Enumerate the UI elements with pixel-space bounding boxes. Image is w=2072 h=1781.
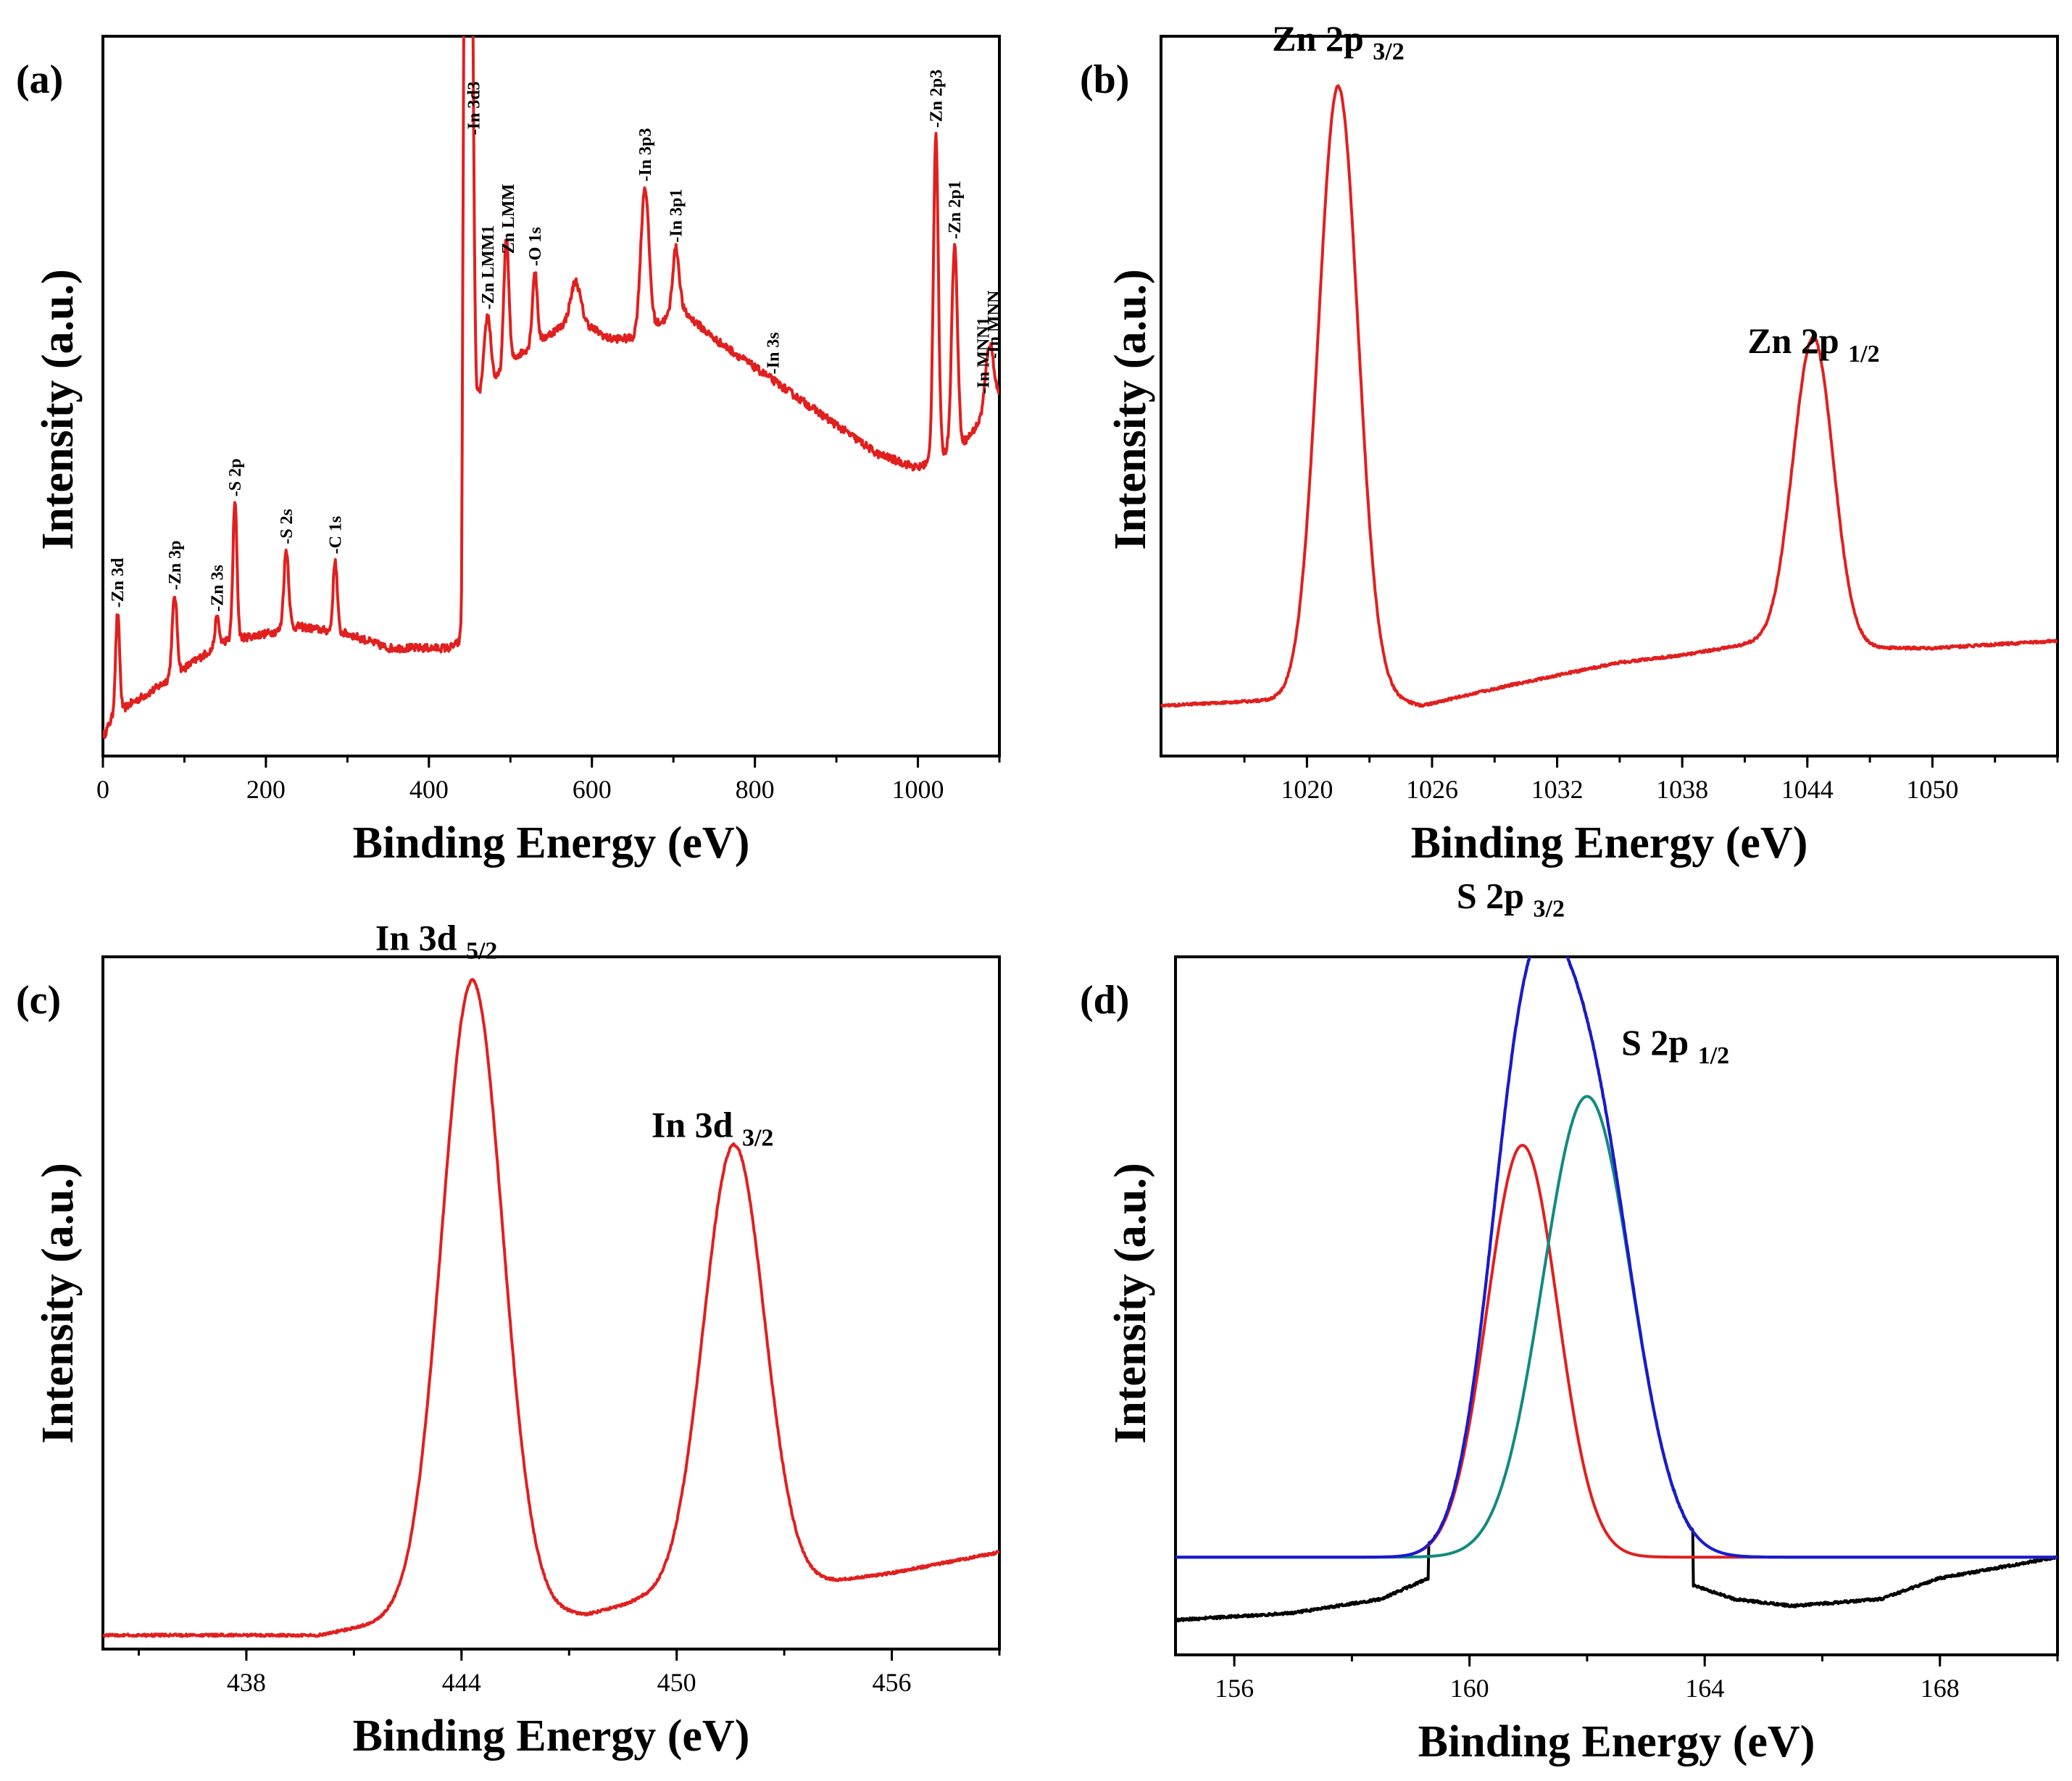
peak-annotation: -O 1s bbox=[526, 227, 545, 266]
peak-label-main: Zn 2p bbox=[1747, 320, 1848, 361]
peak-label-main: In 3d bbox=[375, 917, 466, 958]
peak-annotation: -Zn 3p bbox=[166, 540, 185, 590]
peak-annotation: -S 2s bbox=[278, 509, 296, 544]
peak-label-sub: 3/2 bbox=[1534, 896, 1565, 923]
x-tick-label: 1026 bbox=[1406, 775, 1458, 804]
plot-area bbox=[103, 36, 999, 739]
peak-label-sub: 3/2 bbox=[742, 1124, 773, 1151]
plot-frame bbox=[1174, 955, 2059, 1656]
peak-label: S 2p 3/2 bbox=[1457, 876, 1565, 923]
peak-annotation: -In 3s bbox=[764, 332, 783, 374]
x-tick-label: 1020 bbox=[1281, 775, 1333, 804]
series-line bbox=[103, 36, 999, 739]
x-tick-label: 200 bbox=[246, 775, 286, 804]
chart-panel-d: 156 160 164 168 (d) Binding Energy (eV) Intens… bbox=[1080, 876, 2059, 1767]
series-fit-s2p12 bbox=[1176, 1095, 2058, 1559]
peak-annotation: -In 3p1 bbox=[667, 189, 686, 243]
x-axis-label: Binding Energy (eV) bbox=[353, 1711, 750, 1761]
x-tick-label: 1038 bbox=[1656, 775, 1708, 804]
peak-annotation: -Zn 2p3 bbox=[927, 70, 946, 128]
peak-annotation: -In 3d3 bbox=[465, 81, 484, 135]
x-tick-label: 600 bbox=[573, 775, 612, 804]
peak-label: Zn 2p 3/2 bbox=[1272, 18, 1404, 65]
peak-annotation: -Zn 3d bbox=[109, 557, 128, 607]
x-tick-label: 456 bbox=[873, 1668, 912, 1697]
x-tick-label: 1050 bbox=[1906, 775, 1958, 804]
peak-label-sub: 1/2 bbox=[1698, 1042, 1729, 1069]
y-axis-label: Intensity (a.u.) bbox=[1106, 1163, 1155, 1444]
x-tick-label: 0 bbox=[96, 775, 109, 804]
x-axis-label: Binding Energy (eV) bbox=[353, 818, 750, 868]
x-axis-label: Binding Energy (eV) bbox=[1418, 1717, 1815, 1767]
peak-label-sub: 1/2 bbox=[1848, 341, 1879, 368]
x-tick-label: 1000 bbox=[892, 775, 944, 804]
x-tick-label: 1044 bbox=[1781, 775, 1834, 804]
chart-panel-a: 0 200 400 600 800 1000 (a) Binding Energy (eV) I… bbox=[16, 35, 1004, 868]
x-tick-label: 160 bbox=[1450, 1674, 1489, 1703]
series-fit-s2p32 bbox=[1176, 1144, 2058, 1559]
plot-frame bbox=[101, 955, 1001, 1651]
peak-annotation: Zn LMM bbox=[499, 184, 518, 254]
x-tick-label: 450 bbox=[657, 1668, 696, 1697]
panel-tag: (b) bbox=[1080, 57, 1129, 102]
plot-area bbox=[1176, 957, 2058, 1623]
peak-label: Zn 2p 1/2 bbox=[1747, 320, 1879, 368]
peak-label-main: Zn 2p bbox=[1272, 18, 1373, 59]
peak-annotation: -Zn LMM1 bbox=[479, 225, 498, 310]
chart-panel-b: 1020 1026 1032 1038 1044 1050 (b) Binding Energ… bbox=[1080, 18, 2059, 868]
x-tick-label: 400 bbox=[409, 775, 449, 804]
x-tick-label: 164 bbox=[1685, 1674, 1724, 1703]
series-envelope bbox=[1176, 957, 2058, 1559]
peak-label: In 3d 5/2 bbox=[375, 917, 498, 964]
plot-frame bbox=[101, 35, 1001, 757]
peak-label-sub: 3/2 bbox=[1373, 38, 1404, 65]
peak-annotation: -S 2p bbox=[226, 458, 245, 497]
peak-label-main: In 3d bbox=[652, 1104, 742, 1145]
chart-panel-c: 438 444 450 456 (c) Binding Energy (eV) Intens… bbox=[16, 917, 1001, 1761]
panel-tag: (d) bbox=[1080, 978, 1129, 1023]
peak-label-main: S 2p bbox=[1621, 1022, 1698, 1063]
peak-annotation: -In MNN bbox=[985, 290, 1004, 359]
y-axis-label: Intensity (a.u.) bbox=[1106, 269, 1155, 550]
x-tick-label: 444 bbox=[442, 1668, 481, 1697]
x-tick-label: 1032 bbox=[1531, 775, 1584, 804]
peak-annotation: -Zn 2p1 bbox=[946, 180, 965, 239]
peak-label-main: S 2p bbox=[1457, 876, 1534, 916]
peak-annotation: -In 3p3 bbox=[636, 128, 655, 181]
peak-label: S 2p 1/2 bbox=[1621, 1022, 1729, 1069]
peak-label: In 3d 3/2 bbox=[652, 1104, 774, 1151]
peak-annotation: -Zn 3s bbox=[208, 565, 227, 612]
x-tick-label: 156 bbox=[1215, 1674, 1254, 1703]
x-tick-label: 438 bbox=[227, 1668, 266, 1697]
x-tick-label: 800 bbox=[736, 775, 775, 804]
x-axis-label: Binding Energy (eV) bbox=[1411, 818, 1808, 868]
plot-area bbox=[103, 978, 999, 1638]
y-axis-label: Intensity (a.u.) bbox=[33, 269, 83, 550]
panel-tag: (a) bbox=[16, 57, 63, 102]
peak-annotation: -In MNN1 bbox=[975, 317, 994, 394]
panel-tag: (c) bbox=[16, 978, 61, 1023]
plot-area bbox=[1161, 84, 2058, 708]
peak-annotation: -C 1s bbox=[326, 516, 345, 555]
peak-label-sub: 5/2 bbox=[466, 937, 497, 964]
plot-frame bbox=[1160, 35, 2059, 757]
series-line bbox=[103, 978, 999, 1638]
series-line bbox=[1161, 84, 2058, 708]
series-experimental bbox=[1176, 957, 2058, 1623]
y-axis-label: Intensity (a.u.) bbox=[33, 1163, 83, 1444]
x-tick-label: 168 bbox=[1921, 1674, 1960, 1703]
